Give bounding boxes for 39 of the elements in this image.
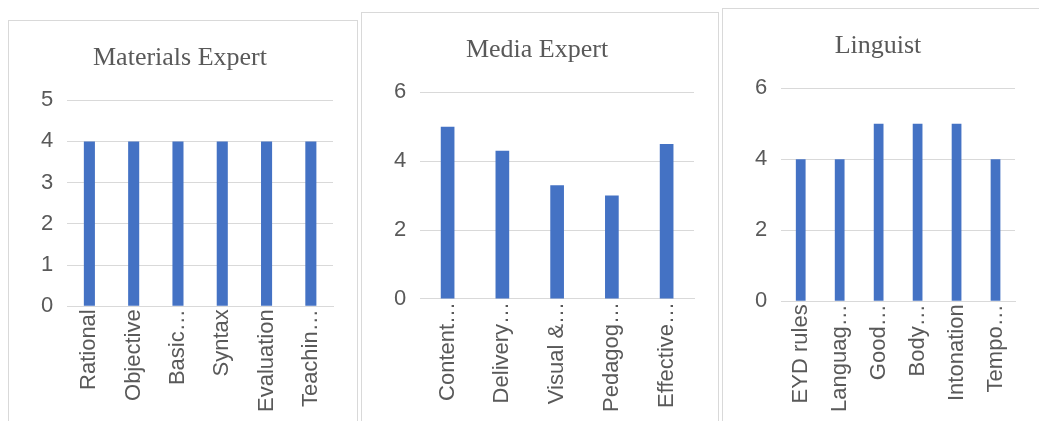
chart-title: Media Expert (465, 34, 609, 64)
y-tick-label: 3 (40, 168, 54, 194)
y-tick-label: 4 (754, 145, 768, 171)
bar (550, 185, 564, 299)
y-tick-label: 4 (40, 127, 54, 153)
y-tick-label: 4 (393, 147, 407, 173)
x-tick-label: Tempo… (981, 304, 1007, 393)
x-tick-label: Good… (864, 304, 890, 381)
y-tick-label: 0 (754, 287, 768, 313)
bar (605, 195, 619, 299)
y-tick-label: 0 (393, 284, 407, 310)
y-tick-label: 2 (40, 209, 54, 235)
x-tick-label: Pedagog… (597, 301, 623, 413)
y-tick-label: 6 (393, 78, 407, 104)
bar (659, 143, 674, 299)
y-tick-label: 2 (393, 216, 407, 242)
x-tick-label: Syntax (208, 309, 234, 377)
x-tick-label: Intonation (942, 304, 968, 401)
x-tick-label: Languag… (825, 304, 851, 413)
y-tick-label: 0 (40, 292, 54, 318)
x-tick-label: Content… (433, 301, 459, 401)
x-tick-label: Evaluation (252, 309, 278, 413)
x-tick-label: Basic… (164, 309, 190, 386)
x-tick-label: Body… (903, 304, 929, 377)
chart-title: Linguist (834, 30, 923, 60)
x-tick-label: Rational (75, 309, 101, 390)
y-tick-label: 5 (40, 86, 54, 112)
x-tick-label: Teachin… (296, 309, 322, 408)
x-tick-label: Effective… (652, 301, 678, 408)
x-tick-label: Visual &… (543, 301, 569, 405)
y-tick-label: 6 (754, 74, 768, 100)
x-tick-label: Objective (119, 309, 145, 401)
x-tick-label: EYD rules (786, 304, 812, 404)
chart-title: Materials Expert (93, 42, 268, 72)
bar (495, 150, 510, 299)
y-tick-label: 1 (40, 251, 54, 277)
y-tick-label: 2 (754, 216, 768, 242)
bar (440, 126, 455, 299)
x-tick-label: Delivery… (488, 301, 514, 404)
